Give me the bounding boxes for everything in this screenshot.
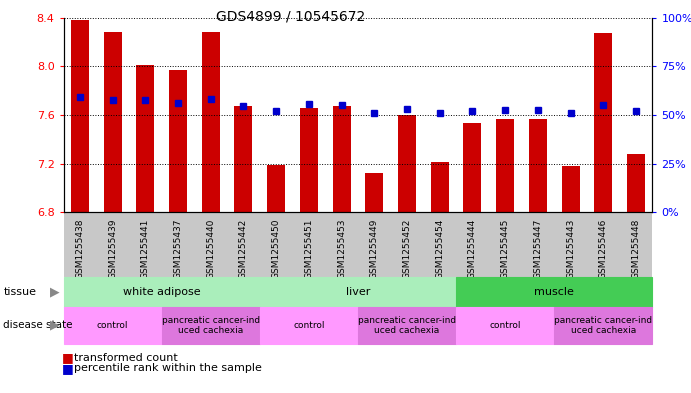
Text: liver: liver xyxy=(346,287,370,297)
Text: ▶: ▶ xyxy=(50,319,59,332)
Text: pancreatic cancer-ind
uced cachexia: pancreatic cancer-ind uced cachexia xyxy=(358,316,456,335)
Text: percentile rank within the sample: percentile rank within the sample xyxy=(74,363,262,373)
Bar xyxy=(398,115,416,212)
Text: control: control xyxy=(489,321,521,330)
Bar xyxy=(562,166,580,212)
Text: ■: ■ xyxy=(62,362,74,375)
Bar xyxy=(529,119,547,212)
Bar xyxy=(430,162,448,212)
Text: transformed count: transformed count xyxy=(74,353,178,363)
Text: pancreatic cancer-ind
uced cachexia: pancreatic cancer-ind uced cachexia xyxy=(554,316,652,335)
Bar xyxy=(169,70,187,212)
Text: control: control xyxy=(97,321,129,330)
Bar xyxy=(594,33,612,212)
Bar xyxy=(267,165,285,212)
Bar xyxy=(332,107,350,212)
Bar xyxy=(496,119,514,212)
Text: disease state: disease state xyxy=(3,320,73,330)
Text: GDS4899 / 10545672: GDS4899 / 10545672 xyxy=(216,10,365,24)
Bar xyxy=(202,32,220,212)
Bar xyxy=(464,123,482,212)
Text: ▶: ▶ xyxy=(50,285,59,298)
Bar xyxy=(300,108,318,212)
Bar xyxy=(627,154,645,212)
Bar xyxy=(71,20,89,212)
Bar xyxy=(234,107,252,212)
Bar xyxy=(136,65,154,212)
Text: ■: ■ xyxy=(62,351,74,364)
Text: pancreatic cancer-ind
uced cachexia: pancreatic cancer-ind uced cachexia xyxy=(162,316,260,335)
Text: control: control xyxy=(293,321,325,330)
Bar xyxy=(104,32,122,212)
Bar xyxy=(366,173,384,212)
Text: muscle: muscle xyxy=(534,287,574,297)
Text: white adipose: white adipose xyxy=(123,287,200,297)
Text: tissue: tissue xyxy=(3,287,37,297)
